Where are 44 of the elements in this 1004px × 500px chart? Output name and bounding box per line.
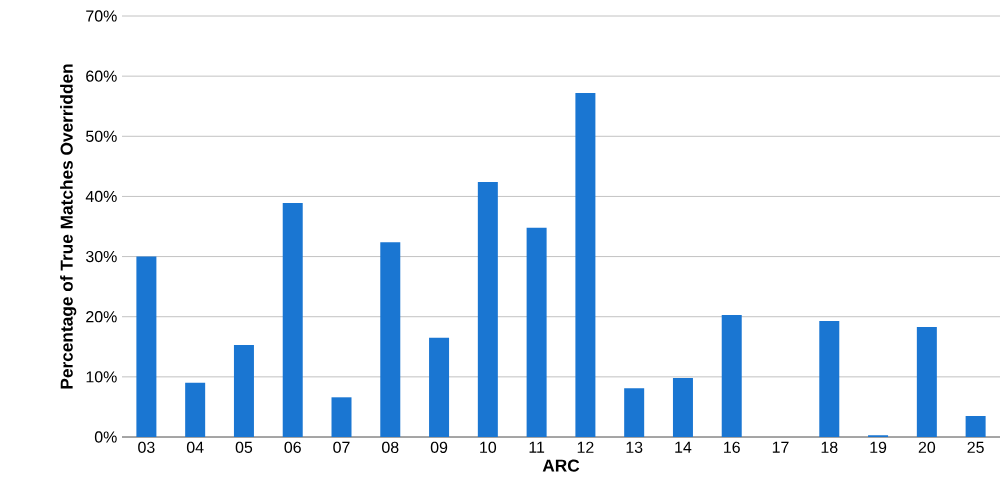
x-tick-label: 03 [138, 441, 155, 453]
x-tick-label: 13 [626, 441, 643, 453]
x-tick-label: 14 [675, 441, 692, 453]
bar [819, 320, 840, 437]
bar [380, 242, 401, 437]
x-tick-label: 09 [430, 441, 448, 453]
x-tick-label: 08 [382, 441, 399, 453]
x-tick-label: 10 [480, 441, 497, 453]
bar [282, 203, 303, 437]
y-tick-label: 50% [86, 130, 117, 142]
y-tick-label: 40% [85, 190, 117, 203]
x-tick-label: 17 [772, 441, 789, 453]
y-axis-title: Percentage of True Matches Overridden [60, 64, 77, 389]
x-tick-label: 06 [284, 441, 301, 453]
bar [721, 314, 742, 437]
y-tick-label: 20% [86, 311, 117, 323]
y-tick-label: 10% [86, 371, 117, 383]
bar [916, 326, 937, 437]
x-tick-label: 11 [529, 441, 545, 453]
bar [672, 378, 693, 437]
x-tick-label: 16 [724, 441, 740, 453]
y-tick-label: 70% [86, 10, 117, 22]
bar [429, 337, 450, 437]
y-tick-label: 30% [86, 250, 117, 263]
x-tick-label: 07 [333, 441, 350, 453]
y-tick-label: 0% [94, 431, 117, 443]
y-tick-label: 60% [86, 70, 117, 82]
bar [185, 382, 206, 437]
x-tick-label: 05 [235, 441, 253, 453]
x-axis-title: ARC [542, 459, 580, 472]
bar [477, 181, 498, 437]
x-tick-label: 19 [870, 441, 887, 453]
bar [575, 92, 596, 437]
x-tick-label: 12 [577, 441, 594, 453]
bar [965, 415, 986, 437]
x-tick-label: 18 [821, 441, 838, 453]
bar [136, 256, 157, 437]
x-tick-label: 04 [186, 441, 204, 453]
x-tick-label: 20 [918, 441, 936, 453]
bar [526, 227, 547, 437]
bar [233, 344, 254, 437]
x-tick-label: 25 [967, 441, 984, 453]
bar [331, 397, 352, 437]
bar [624, 388, 645, 437]
